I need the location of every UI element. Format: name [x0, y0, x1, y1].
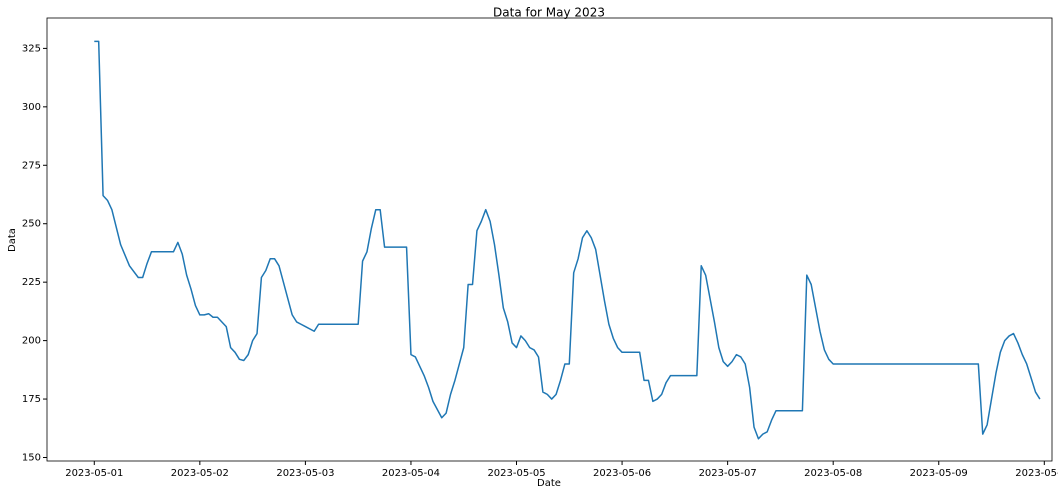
x-tick-label: 2023-05-02 [171, 468, 229, 479]
y-tick-label: 325 [22, 43, 41, 54]
x-tick-label: 2023-05-06 [593, 468, 651, 479]
y-tick-label: 250 [22, 219, 41, 230]
data-line [94, 40, 1041, 440]
y-tick-label: 300 [22, 102, 41, 113]
x-axis-label: Date [537, 478, 561, 489]
x-tick-label: 2023-05-08 [804, 468, 862, 479]
y-tick-label: 200 [22, 336, 41, 347]
x-tick-label: 2023-05-04 [382, 468, 440, 479]
y-tick-label: 275 [22, 160, 41, 171]
x-tick-label: 2023-05-09 [910, 468, 968, 479]
y-tick-label: 150 [22, 452, 41, 463]
chart-title: Data for May 2023 [493, 6, 605, 20]
y-tick-label: 175 [22, 394, 41, 405]
y-tick-label: 225 [22, 277, 41, 288]
x-tick-label: 2023-05-10 [1015, 468, 1058, 479]
x-tick-label: 2023-05-07 [699, 468, 757, 479]
x-tick-label: 2023-05-01 [65, 468, 123, 479]
plot-frame [46, 17, 1053, 462]
x-tick-label: 2023-05-05 [487, 468, 545, 479]
x-tick-label: 2023-05-03 [276, 468, 334, 479]
y-axis-label: Data [7, 228, 18, 252]
